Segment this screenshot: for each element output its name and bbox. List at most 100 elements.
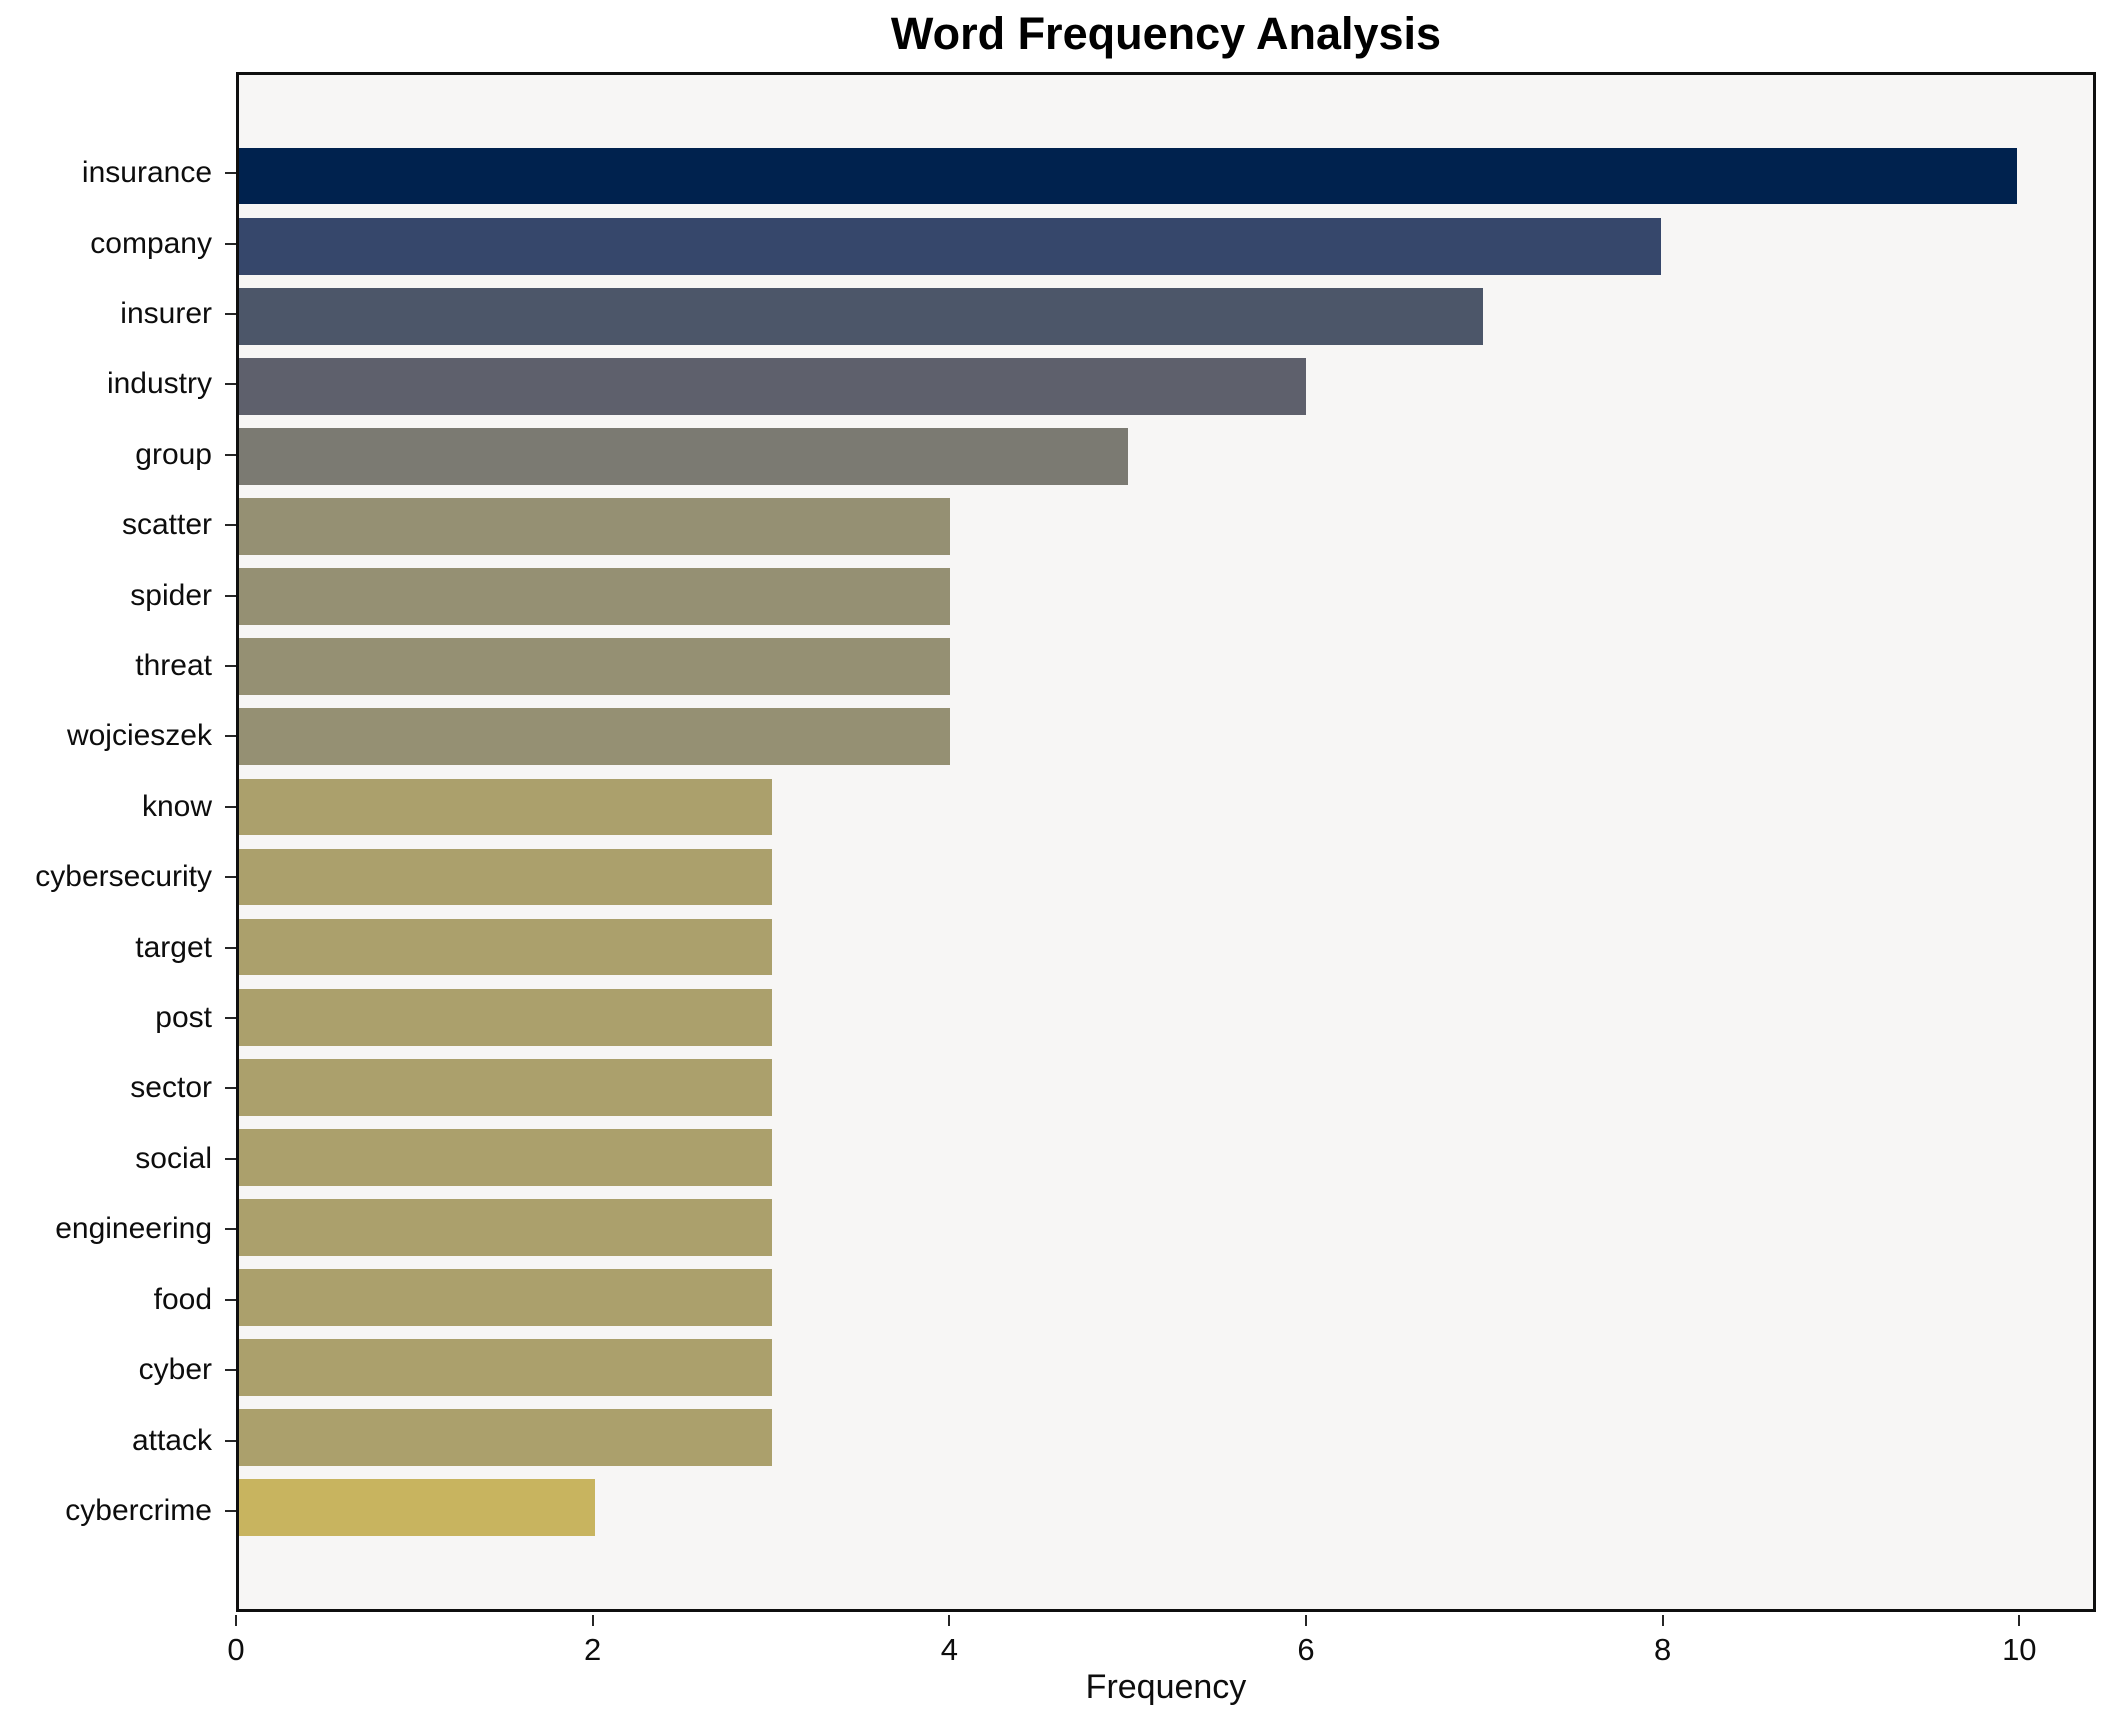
bar-know bbox=[239, 778, 773, 836]
bar-row bbox=[239, 351, 2093, 421]
bar-attack bbox=[239, 1409, 773, 1467]
y-tick-mark bbox=[225, 383, 236, 386]
bar-row bbox=[239, 491, 2093, 561]
y-label-row: engineering bbox=[0, 1194, 236, 1264]
y-tick-mark bbox=[225, 735, 236, 738]
bar-industry bbox=[239, 357, 1306, 415]
x-tick-mark bbox=[235, 1615, 237, 1626]
y-tick-mark bbox=[225, 313, 236, 316]
y-tick-mark bbox=[225, 1298, 236, 1301]
y-label-row: threat bbox=[0, 631, 236, 701]
x-tick-label-0: 0 bbox=[227, 1632, 245, 1667]
bar-row bbox=[239, 912, 2093, 982]
x-tick-label-2: 2 bbox=[584, 1632, 602, 1667]
y-label-row: wojcieszek bbox=[0, 701, 236, 771]
x-tick-mark bbox=[591, 1615, 594, 1626]
x-tick-label-8: 8 bbox=[1654, 1632, 1672, 1667]
y-label-row: food bbox=[0, 1265, 236, 1335]
y-tick-label-know: know bbox=[141, 789, 212, 823]
bar-row bbox=[239, 702, 2093, 772]
bar-row bbox=[239, 1403, 2093, 1473]
y-label-row: scatter bbox=[0, 490, 236, 560]
bar-target bbox=[239, 918, 773, 976]
bar-row bbox=[239, 1192, 2093, 1262]
bar-insurer bbox=[239, 287, 1484, 345]
y-tick-mark bbox=[225, 1439, 236, 1442]
y-label-row: cybersecurity bbox=[0, 842, 236, 912]
y-tick-label-insurer: insurer bbox=[120, 297, 212, 331]
y-tick-label-cybersecurity: cybersecurity bbox=[35, 860, 212, 894]
y-tick-mark bbox=[225, 1087, 236, 1090]
y-label-row: group bbox=[0, 420, 236, 490]
y-tick-mark bbox=[225, 524, 236, 527]
bar-row bbox=[239, 1263, 2093, 1333]
y-tick-label-cyber: cyber bbox=[138, 1353, 212, 1387]
y-tick-label-target: target bbox=[135, 930, 212, 964]
y-tick-label-engineering: engineering bbox=[55, 1212, 212, 1246]
y-label-row: know bbox=[0, 772, 236, 842]
bar-row bbox=[239, 772, 2093, 842]
y-tick-mark bbox=[225, 453, 236, 456]
x-axis: 0 2 4 6 8 10 bbox=[227, 1612, 2096, 1682]
y-label-row: cyber bbox=[0, 1335, 236, 1405]
y-tick-mark bbox=[225, 172, 236, 175]
y-label-row: spider bbox=[0, 560, 236, 630]
y-tick-label-scatter: scatter bbox=[121, 508, 212, 542]
x-tick-mark bbox=[1304, 1615, 1307, 1626]
y-axis: insurance company insurer industry group scat… bbox=[0, 72, 236, 1612]
y-label-row: company bbox=[0, 208, 236, 278]
y-label-row: target bbox=[0, 912, 236, 982]
y-label-row: social bbox=[0, 1124, 236, 1194]
y-tick-label-group: group bbox=[135, 437, 212, 471]
chart-title: Word Frequency Analysis bbox=[890, 8, 1442, 59]
y-label-row: insurer bbox=[0, 279, 236, 349]
x-tick-label-6: 6 bbox=[1297, 1632, 1315, 1667]
bar-row bbox=[239, 632, 2093, 702]
bar-post bbox=[239, 988, 773, 1046]
bar-row bbox=[239, 281, 2093, 351]
y-tick-label-industry: industry bbox=[106, 367, 212, 401]
x-tick-mark bbox=[2018, 1615, 2021, 1626]
y-tick-label-attack: attack bbox=[131, 1423, 212, 1457]
bar-group bbox=[239, 428, 1128, 485]
y-tick-mark bbox=[225, 1228, 236, 1231]
x-tick-label-4: 4 bbox=[940, 1632, 958, 1667]
bar-row bbox=[239, 562, 2093, 632]
y-tick-mark bbox=[225, 242, 236, 245]
y-tick-label-threat: threat bbox=[135, 649, 212, 683]
bar-wojcieszek bbox=[239, 708, 951, 766]
bar-cybersecurity bbox=[239, 848, 773, 906]
y-label-row: cybercrime bbox=[0, 1476, 236, 1546]
bar-spider bbox=[239, 568, 951, 625]
x-tick-mark bbox=[1661, 1615, 1664, 1626]
bar-sector bbox=[239, 1058, 773, 1116]
bar-row bbox=[239, 1122, 2093, 1192]
y-label-row: industry bbox=[0, 349, 236, 419]
y-tick-label-insurance: insurance bbox=[81, 156, 212, 190]
y-tick-label-spider: spider bbox=[130, 578, 212, 612]
y-tick-mark bbox=[225, 594, 236, 597]
bar-row bbox=[239, 1473, 2093, 1543]
y-label-row: sector bbox=[0, 1053, 236, 1123]
y-tick-mark bbox=[225, 1509, 236, 1512]
bar-row bbox=[239, 211, 2093, 281]
x-tick-mark bbox=[948, 1615, 951, 1626]
bar-row bbox=[239, 1333, 2093, 1403]
bar-row bbox=[239, 842, 2093, 912]
bar-food bbox=[239, 1269, 773, 1326]
bar-engineering bbox=[239, 1199, 773, 1256]
y-tick-label-social: social bbox=[135, 1141, 212, 1175]
bar-row bbox=[239, 1052, 2093, 1122]
y-tick-mark bbox=[225, 1157, 236, 1160]
bar-threat bbox=[239, 638, 951, 696]
y-tick-mark bbox=[225, 1369, 236, 1372]
y-label-row: attack bbox=[0, 1405, 236, 1475]
bar-cyber bbox=[239, 1339, 773, 1397]
y-tick-label-sector: sector bbox=[130, 1071, 212, 1105]
bar-row bbox=[239, 141, 2093, 211]
bar-row bbox=[239, 421, 2093, 491]
y-tick-mark bbox=[225, 665, 236, 668]
plot-area bbox=[236, 72, 2096, 1612]
bar-company bbox=[239, 217, 1662, 275]
